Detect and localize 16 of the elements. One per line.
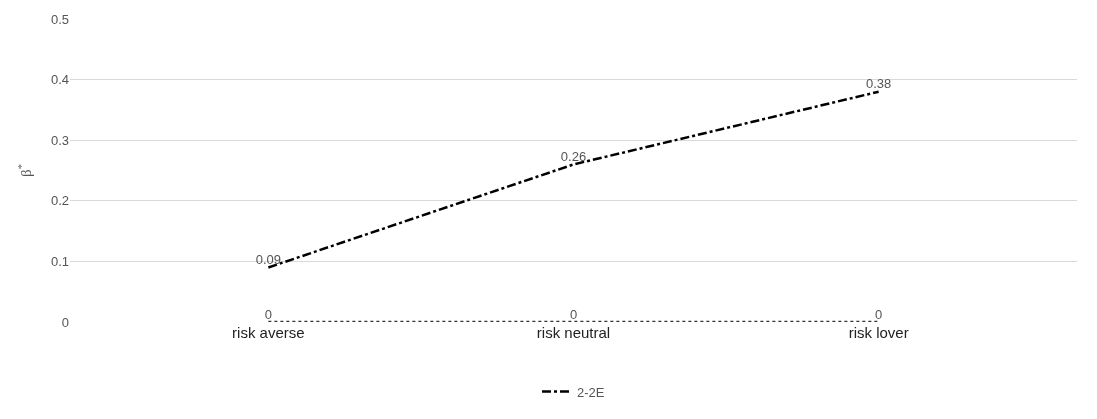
y-tick-label: 0.2 [50, 193, 69, 209]
x-tick-label: risk lover [848, 324, 909, 341]
data-label: 0.26 [560, 149, 587, 165]
data-label: 0 [569, 306, 578, 322]
legend-label: 2-2E [577, 384, 605, 400]
y-tick-label: 0.4 [50, 72, 69, 88]
y-tick-label: 0.5 [50, 11, 69, 27]
y-tick-label: 0.3 [50, 132, 69, 148]
data-label: 0.09 [255, 252, 282, 268]
data-label: 0 [264, 306, 272, 322]
x-tick-label: risk averse [232, 324, 305, 341]
y-tick-label: 0.1 [50, 253, 69, 269]
data-label: 0.38 [865, 76, 892, 92]
data-label: 0 [875, 306, 883, 322]
y-tick-label: 0 [61, 314, 69, 330]
x-tick-label: risk neutral [536, 324, 611, 341]
